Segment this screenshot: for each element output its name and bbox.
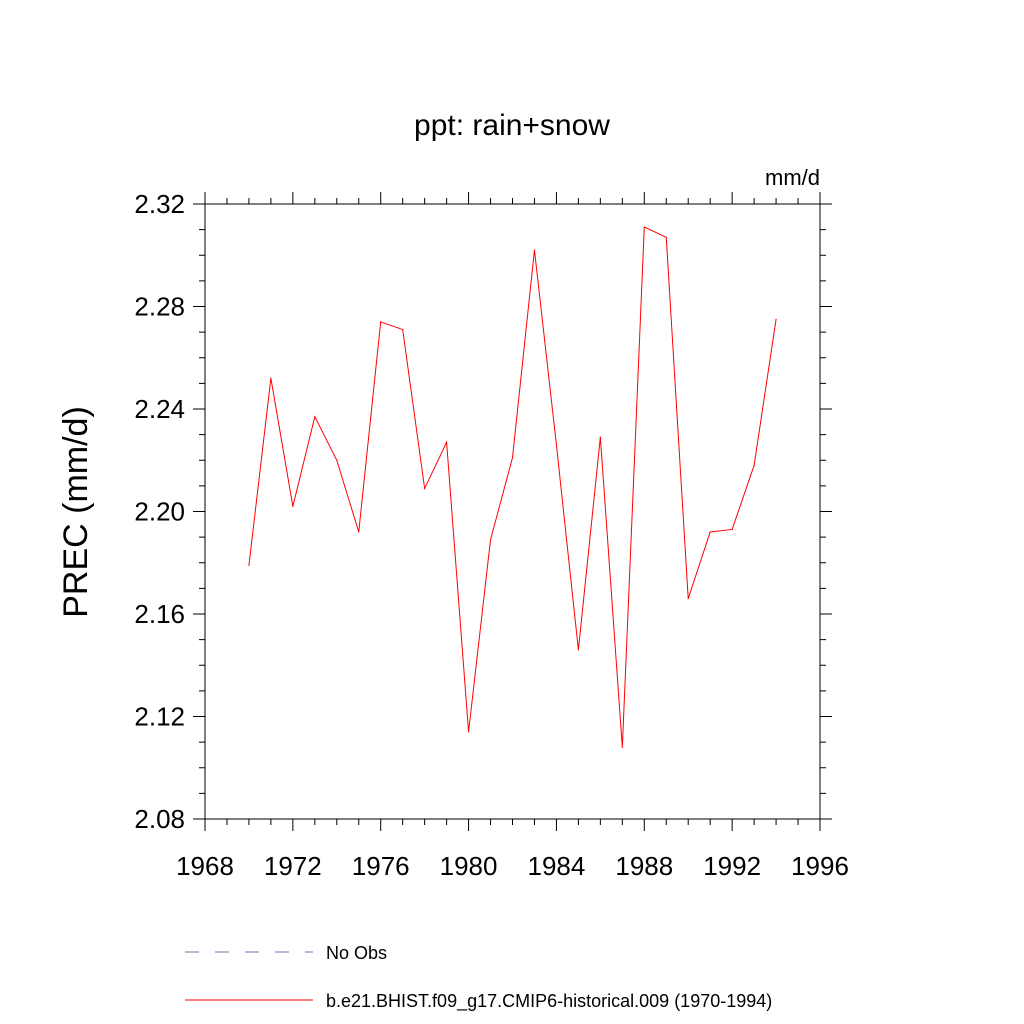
data-point — [577, 649, 579, 651]
data-point — [753, 464, 755, 466]
legend-label: b.e21.BHIST.f09_g17.CMIP6-historical.009… — [326, 991, 772, 1012]
data-point — [555, 444, 558, 446]
y-tick-label: 2.24 — [134, 394, 185, 424]
x-tick-label: 1968 — [176, 851, 234, 881]
data-point — [402, 328, 404, 331]
x-tick-label: 1980 — [440, 851, 498, 881]
data-point — [489, 539, 492, 541]
x-tick-label: 1984 — [528, 851, 586, 881]
x-tick-label: 1976 — [352, 851, 410, 881]
legend: No Obs b.e21.BHIST.f09_g17.CMIP6-historic… — [185, 943, 772, 1012]
data-point — [358, 531, 360, 533]
series-layer — [248, 226, 777, 748]
data-point — [643, 226, 645, 228]
x-tick-label: 1988 — [615, 851, 673, 881]
data-point — [248, 564, 250, 566]
data-point — [446, 441, 448, 443]
data-point — [599, 436, 601, 438]
data-point — [270, 377, 272, 379]
axis-ticks: 1968 1972 1976 1980 1984 1988 1992 1996 2.08 2.12… — [134, 189, 849, 881]
y-axis-label: PREC (mm/d) — [57, 406, 95, 618]
chart-title: ppt: rain+snow — [414, 109, 610, 142]
y-tick-label: 2.28 — [134, 292, 185, 322]
y-tick-label: 2.16 — [134, 599, 185, 629]
legend-label: No Obs — [326, 943, 387, 963]
y-tick-label: 2.12 — [134, 702, 185, 732]
data-point — [424, 487, 426, 490]
data-point — [665, 236, 667, 238]
y-tick-label: 2.08 — [134, 804, 185, 834]
data-point — [533, 249, 536, 251]
y-tick-label: 2.32 — [134, 189, 185, 219]
data-point — [687, 598, 689, 600]
y-tick-label: 2.20 — [134, 497, 185, 527]
data-point — [336, 459, 338, 461]
units-label: mm/d — [765, 165, 820, 190]
x-tick-label: 1996 — [791, 851, 849, 881]
data-point — [314, 416, 316, 418]
x-tick-label: 1992 — [703, 851, 761, 881]
data-point — [511, 457, 514, 459]
data-point — [621, 746, 623, 748]
data-point — [380, 321, 382, 323]
data-point — [731, 528, 733, 531]
data-point — [709, 531, 711, 533]
data-point — [467, 731, 470, 733]
series-line — [248, 226, 777, 748]
x-tick-label: 1972 — [264, 851, 322, 881]
data-point — [292, 505, 294, 507]
data-point — [775, 318, 777, 320]
plot-frame — [204, 203, 821, 820]
